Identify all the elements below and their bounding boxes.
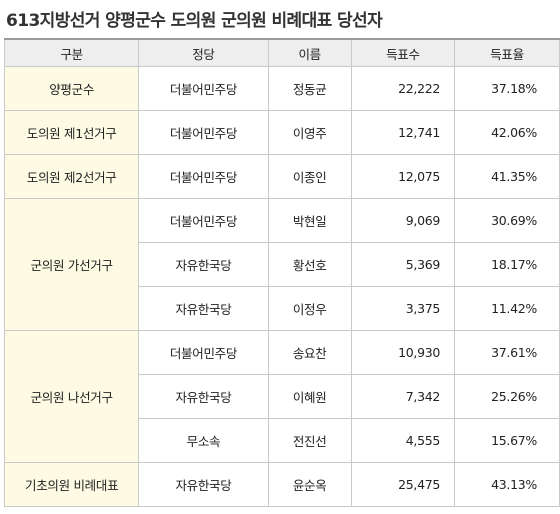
- table-row: 도의원 제2선거구 더불어민주당 이종인 12,075 41.35%: [3, 154, 560, 199]
- table-row: 무소속 전진선 4,555 15.67%: [5, 418, 560, 463]
- party-cell: 자유한국당: [138, 242, 269, 287]
- region-cell: 군의원 나선거구: [3, 330, 140, 463]
- party-cell: 더불어민주당: [138, 154, 269, 199]
- table-row: 군의원 나선거구 더불어민주당 송요찬 10,930 37.61%: [3, 330, 560, 463]
- party-cell: 더불어민주당: [138, 330, 269, 375]
- rate-cell: 25.26%: [454, 374, 560, 419]
- votes-cell: 7,342: [350, 374, 456, 419]
- party-cell: 더불어민주당: [138, 198, 269, 243]
- name-cell: 이정우: [267, 286, 352, 331]
- party-cell: 자유한국당: [138, 462, 269, 507]
- name-cell: 윤순옥: [267, 462, 352, 507]
- party-cell: 무소속: [138, 418, 269, 463]
- name-cell: 이영주: [267, 110, 352, 155]
- rate-cell: 43.13%: [454, 462, 560, 507]
- region-cell: 양평군수: [3, 66, 140, 111]
- name-cell: 이종인: [267, 154, 352, 199]
- table-row: 기초의원 비례대표 자유한국당 윤순옥 25,475 43.13%: [3, 462, 560, 507]
- name-cell: 박현일: [267, 198, 352, 243]
- rate-cell: 37.61%: [454, 330, 560, 375]
- name-cell: 황선호: [267, 242, 352, 287]
- page-title: 613지방선거 양평군수 도의원 군의원 비례대표 당선자: [6, 11, 383, 31]
- table-row: 자유한국당 이정우 3,375 11.42%: [5, 286, 560, 331]
- name-cell: 전진선: [267, 418, 352, 463]
- rate-cell: 37.18%: [454, 66, 560, 111]
- table-header-row: 구분 정당 이름 득표수 득표율: [3, 38, 560, 67]
- party-cell: 자유한국당: [138, 286, 269, 331]
- votes-cell: 9,069: [350, 198, 456, 243]
- region-cell: 군의원 가선거구: [3, 198, 140, 331]
- name-cell: 이혜원: [267, 374, 352, 419]
- column-header-rate: 득표율: [454, 38, 560, 67]
- column-header-party: 정당: [138, 38, 269, 67]
- rate-cell: 18.17%: [454, 242, 560, 287]
- results-table: 구분 정당 이름 득표수 득표율 양평군수 더불어민주당 정동균 22,222 37.1…: [3, 38, 560, 507]
- table-row: 자유한국당 이혜원 7,342 25.26%: [5, 374, 560, 419]
- rate-cell: 30.69%: [454, 198, 560, 243]
- party-cell: 자유한국당: [138, 374, 269, 419]
- rate-cell: 11.42%: [454, 286, 560, 331]
- region-cell: 기초의원 비례대표: [3, 462, 140, 507]
- table-row: 도의원 제1선거구 더불어민주당 이영주 12,741 42.06%: [3, 110, 560, 155]
- votes-cell: 10,930: [350, 330, 456, 375]
- rate-cell: 41.35%: [454, 154, 560, 199]
- column-header-category: 구분: [3, 38, 140, 67]
- party-cell: 더불어민주당: [138, 110, 269, 155]
- table-row: 양평군수 더불어민주당 정동균 22,222 37.18%: [3, 66, 560, 111]
- votes-cell: 4,555: [350, 418, 456, 463]
- region-cell: 도의원 제2선거구: [3, 154, 140, 199]
- votes-cell: 25,475: [350, 462, 456, 507]
- column-header-name: 이름: [267, 38, 352, 67]
- votes-cell: 3,375: [350, 286, 456, 331]
- name-cell: 정동균: [267, 66, 352, 111]
- table-row: 군의원 가선거구 더불어민주당 박현일 9,069 30.69%: [3, 198, 560, 331]
- name-cell: 송요찬: [267, 330, 352, 375]
- party-cell: 더불어민주당: [138, 66, 269, 111]
- votes-cell: 22,222: [350, 66, 456, 111]
- votes-cell: 5,369: [350, 242, 456, 287]
- column-header-votes: 득표수: [350, 38, 456, 67]
- table-row: 자유한국당 황선호 5,369 18.17%: [5, 242, 560, 287]
- votes-cell: 12,741: [350, 110, 456, 155]
- region-cell: 도의원 제1선거구: [3, 110, 140, 155]
- rate-cell: 15.67%: [454, 418, 560, 463]
- rate-cell: 42.06%: [454, 110, 560, 155]
- votes-cell: 12,075: [350, 154, 456, 199]
